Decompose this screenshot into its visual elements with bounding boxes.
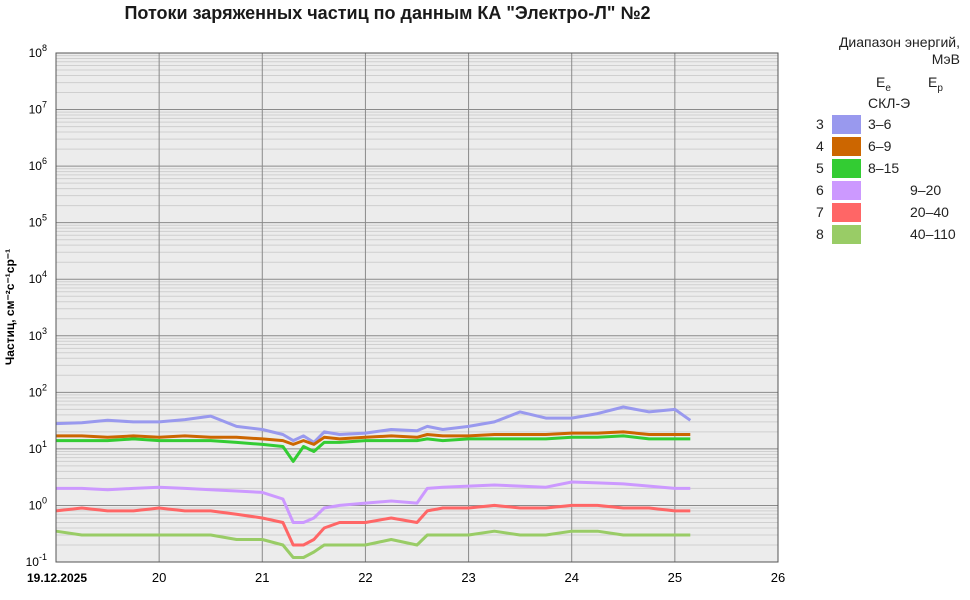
legend-item-8: 8 40–110	[810, 225, 970, 245]
legend-channel: 5	[816, 160, 824, 176]
chart-title: Потоки заряженных частиц по данным КА "Э…	[124, 3, 651, 23]
x-tick-label: 26	[771, 570, 785, 585]
y-tick-label: 101	[29, 439, 47, 456]
legend-swatch	[832, 115, 861, 134]
legend-range: 40–110	[910, 226, 956, 242]
series-layer	[55, 405, 692, 559]
y-tick-label: 103	[29, 326, 47, 343]
x-tick-label: 23	[461, 570, 475, 585]
plot-background	[56, 53, 778, 562]
y-tick-label: 108	[29, 43, 47, 60]
legend-channel: 7	[816, 204, 824, 220]
legend-item-7: 7 20–40	[810, 203, 970, 223]
series-line-4	[56, 430, 691, 446]
series-line-5	[56, 434, 691, 463]
legend-swatch	[832, 159, 861, 178]
legend-swatch	[832, 181, 861, 200]
legend-channel: 8	[816, 226, 824, 242]
series-line-3	[55, 405, 692, 444]
x-tick-label: 22	[358, 570, 372, 585]
legend-col-protons: Ep	[928, 74, 943, 94]
series-line-6	[56, 480, 691, 524]
legend-item-6: 6 9–20	[810, 181, 970, 201]
series-line-8	[55, 529, 691, 559]
legend-instrument: СКЛ-Э	[868, 95, 911, 111]
x-tick-label: 19.12.2025	[27, 571, 87, 585]
legend-channel: 3	[816, 116, 824, 132]
y-tick-label: 107	[29, 100, 47, 117]
y-tick-label: 105	[29, 213, 47, 230]
legend-range: 8–15	[868, 160, 900, 176]
legend-range: 9–20	[910, 182, 942, 198]
x-tick-label: 21	[255, 570, 269, 585]
x-tick-labels: 19.12.2025 20 21 22 23 24 25 26	[27, 570, 785, 585]
series-line-7	[55, 503, 691, 547]
legend-swatch	[832, 137, 861, 156]
y-tick-labels: 10-1 100 101 102 103 104 105 106 107 108	[26, 43, 47, 569]
y-tick-label: 102	[29, 382, 47, 399]
legend-range: 6–9	[868, 138, 892, 154]
legend-item-3: 3 3–6	[810, 115, 970, 135]
legend-item-4: 4 6–9	[810, 137, 970, 157]
y-tick-label: 10-1	[26, 552, 47, 569]
plot-frame	[55, 52, 779, 563]
legend-swatch	[832, 225, 861, 244]
legend-title: Диапазон энергий, МэВ	[838, 34, 960, 67]
legend-channel: 6	[816, 182, 824, 198]
legend-col-electrons: Ee	[876, 74, 891, 94]
x-tick-label: 24	[564, 570, 578, 585]
y-tick-label: 106	[29, 156, 47, 173]
x-tick-label: 25	[668, 570, 682, 585]
legend-channel: 4	[816, 138, 824, 154]
legend-swatch	[832, 203, 861, 222]
y-tick-label: 104	[29, 269, 47, 286]
legend-range: 3–6	[868, 116, 892, 132]
y-tick-label: 100	[29, 495, 47, 512]
legend-item-5: 5 8–15	[810, 159, 970, 179]
x-tick-label: 20	[152, 570, 166, 585]
legend-range: 20–40	[910, 204, 949, 220]
